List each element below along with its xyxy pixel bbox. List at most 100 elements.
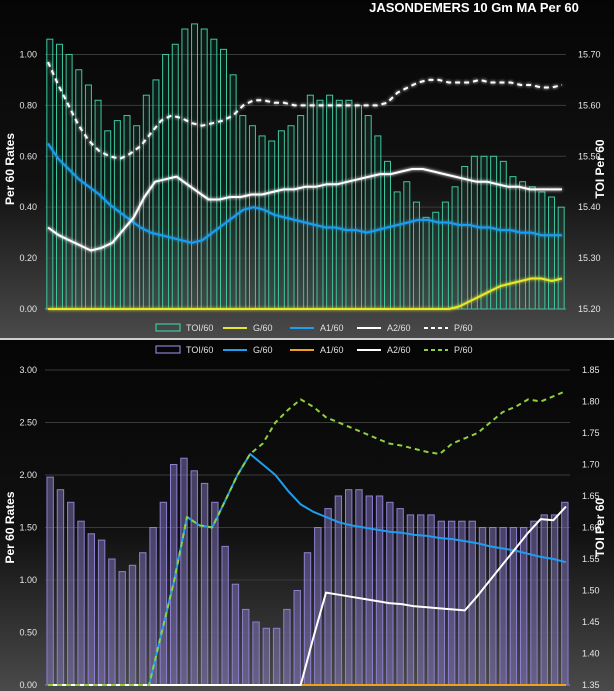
right-tick-label: 15.50 <box>578 151 601 161</box>
toi-bar <box>87 533 96 686</box>
toi-bar <box>200 482 209 686</box>
right-tick-label: 1.75 <box>582 428 600 438</box>
toi-bar <box>355 489 363 686</box>
legend-swatch <box>155 323 181 332</box>
y2-axis-label: TOI Per 60 <box>593 498 607 557</box>
toi-bar <box>335 99 343 310</box>
left-tick-label: 1.00 <box>19 575 37 585</box>
legend: TOI/60 G/60 A1/60 A2/60 P/60 <box>155 323 473 333</box>
toi-bar <box>104 130 112 310</box>
toi-bar <box>540 514 548 686</box>
left-tick-label: 0.00 <box>19 304 37 314</box>
toi-bar <box>94 99 102 310</box>
toi-bar <box>252 621 260 686</box>
right-tick-label: 1.45 <box>582 617 600 627</box>
toi-bar <box>277 130 285 310</box>
toi-bar <box>139 552 147 686</box>
y-axis-label: Per 60 Rates <box>3 491 17 563</box>
toi-bar <box>123 115 131 310</box>
chart-title: JASONDEMERS 10 Gm MA Per 60 <box>369 0 579 15</box>
toi-bar <box>374 135 382 310</box>
toi-bar <box>283 608 291 686</box>
toi-bar <box>67 501 75 686</box>
toi-bar <box>258 135 266 310</box>
toi-bar <box>384 160 392 310</box>
legend-entry: G/60 <box>253 345 273 355</box>
series-line-a2-60 <box>47 168 562 252</box>
toi-bar <box>499 527 507 686</box>
toi-bar <box>427 514 435 686</box>
y2-axis-label: TOI Per 60 <box>593 139 607 198</box>
toi-bar <box>364 115 372 310</box>
toi-bar <box>490 155 498 310</box>
toi-bar <box>142 94 150 310</box>
toi-bar <box>355 104 363 310</box>
toi-bar <box>326 94 334 310</box>
toi-bar <box>180 457 188 686</box>
right-tick-label: 15.60 <box>578 100 601 110</box>
series-line-g-60 <box>48 277 563 310</box>
toi-bar <box>316 99 324 310</box>
left-tick-label: 0.80 <box>19 100 37 110</box>
toi-bar <box>528 186 536 310</box>
toi-bar <box>417 514 425 686</box>
toi-bar <box>293 590 301 686</box>
toi-bar <box>219 48 227 310</box>
right-tick-label: 1.55 <box>582 554 600 564</box>
toi-bar <box>229 74 237 310</box>
toi-bar <box>375 495 384 686</box>
right-tick-label: 1.85 <box>582 365 600 375</box>
toi-bar <box>46 476 54 686</box>
toi-bar <box>128 564 137 686</box>
toi-bar <box>478 527 487 686</box>
toi-bar <box>118 571 126 686</box>
legend-entry: A2/60 <box>387 345 411 355</box>
toi-bar <box>211 501 219 686</box>
right-tick-label: 1.65 <box>582 491 600 501</box>
toi-bar <box>470 155 478 310</box>
toi-bar <box>46 38 54 310</box>
right-tick-label: 1.80 <box>582 397 600 407</box>
toi-bar <box>509 176 517 310</box>
legend-entry: P/60 <box>454 345 473 355</box>
toi-bar <box>550 514 559 686</box>
left-tick-label: 0.20 <box>19 253 37 263</box>
toi-bar <box>181 28 189 310</box>
toi-bar <box>248 125 256 310</box>
toi-bar <box>344 489 353 686</box>
legend-entry: A2/60 <box>387 323 411 333</box>
toi-bar <box>306 94 314 310</box>
toi-bar <box>113 120 121 310</box>
toi-bar <box>190 470 198 686</box>
toi-bar <box>386 501 394 686</box>
left-tick-label: 0.40 <box>19 202 37 212</box>
left-tick-label: 0.60 <box>19 151 37 161</box>
toi-bar <box>561 501 569 686</box>
toi-bar <box>432 211 440 310</box>
toi-bar <box>159 501 168 686</box>
toi-bar <box>152 79 160 310</box>
left-tick-label: 1.00 <box>19 49 37 59</box>
toi-bar <box>441 201 449 310</box>
legend-entry: TOI/60 <box>186 323 213 333</box>
legend-swatch <box>155 345 181 354</box>
right-tick-label: 15.40 <box>578 202 601 212</box>
toi-bar <box>499 160 507 310</box>
panel-separator <box>0 338 614 340</box>
left-tick-label: 2.00 <box>19 470 37 480</box>
right-tick-label: 1.70 <box>582 460 600 470</box>
toi-bar <box>458 520 466 686</box>
right-tick-label: 15.20 <box>578 304 601 314</box>
toi-bar <box>451 186 459 310</box>
left-tick-label: 1.50 <box>19 523 37 533</box>
toi-bar <box>191 23 199 310</box>
left-tick-label: 3.00 <box>19 365 37 375</box>
right-tick-label: 1.50 <box>582 586 600 596</box>
series-line-p-60 <box>47 61 563 160</box>
toi-bar <box>231 583 240 686</box>
right-tick-label: 1.40 <box>582 649 600 659</box>
bottom-chart: 0.00 0.50 1.00 1.50 2.00 2.50 3.00 1.35 1.40 1.45… <box>3 345 607 690</box>
left-tick-label: 0.00 <box>19 680 37 690</box>
legend-entry: P/60 <box>454 323 473 333</box>
right-tick-label: 15.30 <box>578 253 601 263</box>
